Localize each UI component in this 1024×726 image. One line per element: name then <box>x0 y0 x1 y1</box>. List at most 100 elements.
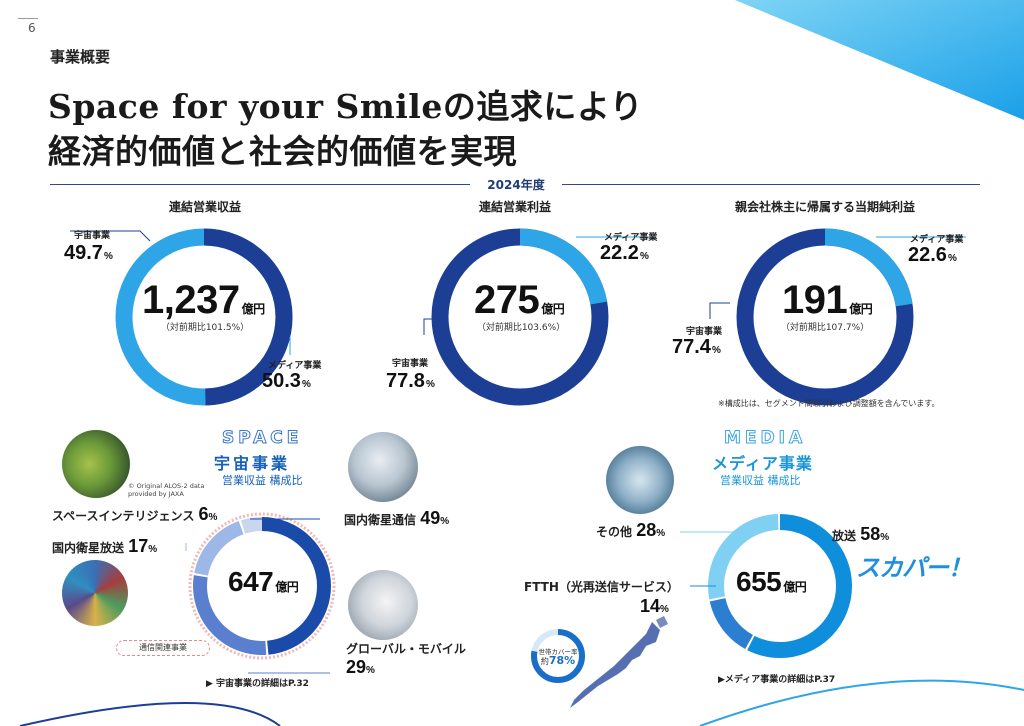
donut-3-seg-2-pct: 77.4% <box>672 336 721 359</box>
donut-2-unit: 億円 <box>541 302 565 316</box>
tv-screens-photo <box>62 560 128 626</box>
donut-2-leaders <box>423 236 656 335</box>
space-detail-link[interactable]: ▶ 宇宙事業の詳細はP.32 <box>206 679 309 689</box>
media-seg-1-pct: 58 <box>860 524 881 544</box>
space-seg-1-pct: 49 <box>420 508 441 528</box>
media-seg-2-pct: 14 <box>640 596 661 616</box>
skyperfect-logo: スカパー！ <box>856 554 972 582</box>
donut-1-seg-2-pct-unit: % <box>301 379 311 390</box>
space-total: 647 億円 <box>228 566 299 598</box>
space-donut-chart <box>188 512 336 660</box>
headline-line-2: 経済的価値と社会的価値を実現 <box>48 132 517 171</box>
donut-2-seg-1-pct-value: 22.2 <box>600 242 639 264</box>
space-seg-3-unit: % <box>148 544 158 555</box>
coverage-value: 約78% <box>528 654 588 667</box>
space-arc-global-mobile <box>193 517 331 655</box>
jaxa-credit-line-2: provided by JAXA <box>128 490 184 498</box>
donut-3-seg-1-pct-value: 22.6 <box>908 244 947 266</box>
media-seg-3-name: その他 <box>596 525 633 539</box>
donut-1-seg-2-name: メディア事業 <box>268 361 322 371</box>
donut-2-chart <box>431 228 609 406</box>
headline-line-1: Space for your Smileの追求により <box>48 87 644 126</box>
donut-1-yoy: （対前期比101.5%） <box>160 323 250 333</box>
donut-3-seg-2-pct-value: 77.4 <box>672 336 711 358</box>
jaxa-credit: © Original ALOS-2 data provided by JAXA <box>128 482 204 498</box>
donut-3-seg-1-name: メディア事業 <box>910 235 964 245</box>
donut-2-seg-2-pct-value: 77.8 <box>386 370 425 392</box>
donut-2-seg-2-pct: 77.8% <box>386 370 435 393</box>
space-seg-4-pct: 6 <box>198 504 209 524</box>
media-seg-3-pct: 28 <box>636 520 657 540</box>
donut-3-yoy: （対前期比107.7%） <box>780 323 870 333</box>
donut-3-seg-1-pct: 22.6% <box>908 244 957 267</box>
coverage-ring <box>531 629 585 683</box>
space-seg-4-unit: % <box>208 512 218 523</box>
building-photo <box>606 446 674 514</box>
donut-1-unit: 億円 <box>241 302 266 316</box>
donut-1-arc-space <box>115 228 293 406</box>
space-seg-1: 国内衛星通信 49% <box>344 508 449 529</box>
donut-1-chart <box>115 228 293 406</box>
media-seg-1: 放送 58% <box>832 524 889 545</box>
donut-2-title: 連結営業利益 <box>478 200 551 214</box>
donut-3-title: 親会社株主に帰属する当期純利益 <box>734 200 915 214</box>
media-leaders <box>680 531 828 587</box>
space-seg-3-pct: 17 <box>128 536 149 556</box>
donut-2-yoy: （対前期比103.6%） <box>476 323 566 333</box>
donut-3-arc-media <box>736 228 914 406</box>
satellite-image-photo <box>62 430 130 498</box>
coverage-number: 78% <box>548 654 576 667</box>
space-comm-ring <box>188 512 336 660</box>
page-number-rule <box>18 18 38 19</box>
donut-2-seg-1-pct-unit: % <box>639 251 649 262</box>
donut-3-chart <box>736 228 914 406</box>
donut-1-leaders <box>70 230 291 355</box>
donut-3-unit: 億円 <box>849 302 873 316</box>
space-arc-space-intelligence <box>193 517 331 655</box>
media-total: 655 億円 <box>736 566 807 598</box>
donut-3-seg-2-name: 宇宙事業 <box>686 327 723 337</box>
space-seg-2: グローバル・モバイル <box>346 640 466 657</box>
donut-1-seg-1-pct: 49.7% <box>64 242 113 265</box>
donut-2-value: 275 億円 <box>474 278 565 323</box>
donut-2-number: 275 <box>474 278 540 322</box>
space-total-unit: 億円 <box>275 580 299 594</box>
media-seg-2-pct-block: 14% <box>640 596 669 617</box>
space-seg-4: スペースインテリジェンス 6% <box>52 504 217 525</box>
satellite-engineer-photo <box>348 432 418 502</box>
media-seg-2-unit: % <box>660 604 669 615</box>
media-arc-broadcast <box>708 514 852 658</box>
donut-3-seg-2-pct-unit: % <box>711 345 721 356</box>
section-title: 事業概要 <box>50 48 111 66</box>
donut-2-seg-2-name: 宇宙事業 <box>392 359 429 369</box>
space-seg-3-name: 国内衛星放送 <box>52 541 125 555</box>
donut-3-seg-1-pct-unit: % <box>947 253 957 264</box>
media-title: メディア事業 <box>712 454 813 473</box>
donut-3-number: 191 <box>782 278 848 322</box>
space-en-title: SPACE <box>221 428 303 449</box>
donut-2-seg-1-pct: 22.2% <box>600 242 649 265</box>
media-detail-link[interactable]: ▶メディア事業の詳細はP.37 <box>718 675 836 685</box>
donut-3-leaders <box>709 236 966 319</box>
donut-1-title: 連結営業収益 <box>168 200 241 214</box>
media-seg-1-unit: % <box>880 532 890 543</box>
media-total-number: 655 <box>736 566 782 597</box>
donut-1-value: 1,237 億円 <box>142 278 265 323</box>
space-subtitle: 営業収益 構成比 <box>222 474 303 487</box>
donut-2-seg-1-name: メディア事業 <box>604 233 658 243</box>
space-seg-2-name: グローバル・モバイル <box>346 642 466 656</box>
space-seg-2-unit: % <box>366 665 375 676</box>
donut-2-seg-2-pct-unit: % <box>425 379 435 390</box>
donut-1-seg-1-pct-value: 49.7 <box>64 242 103 264</box>
media-seg-1-name: 放送 <box>832 529 857 543</box>
media-total-unit: 億円 <box>783 580 807 594</box>
donut-1-number: 1,237 <box>142 278 240 322</box>
media-seg-3-unit: % <box>656 528 666 539</box>
media-seg-2-name: FTTH（光再送信サービス） <box>524 580 679 594</box>
donut-2-arc-media <box>431 228 609 406</box>
year-label: 2024年度 <box>470 176 562 193</box>
media-seg-3: その他 28% <box>596 520 665 541</box>
donut-1-seg-2-pct: 50.3% <box>262 370 311 393</box>
donut-1-seg-1-pct-unit: % <box>103 251 113 262</box>
donut-3-value: 191 億円 <box>782 278 873 323</box>
